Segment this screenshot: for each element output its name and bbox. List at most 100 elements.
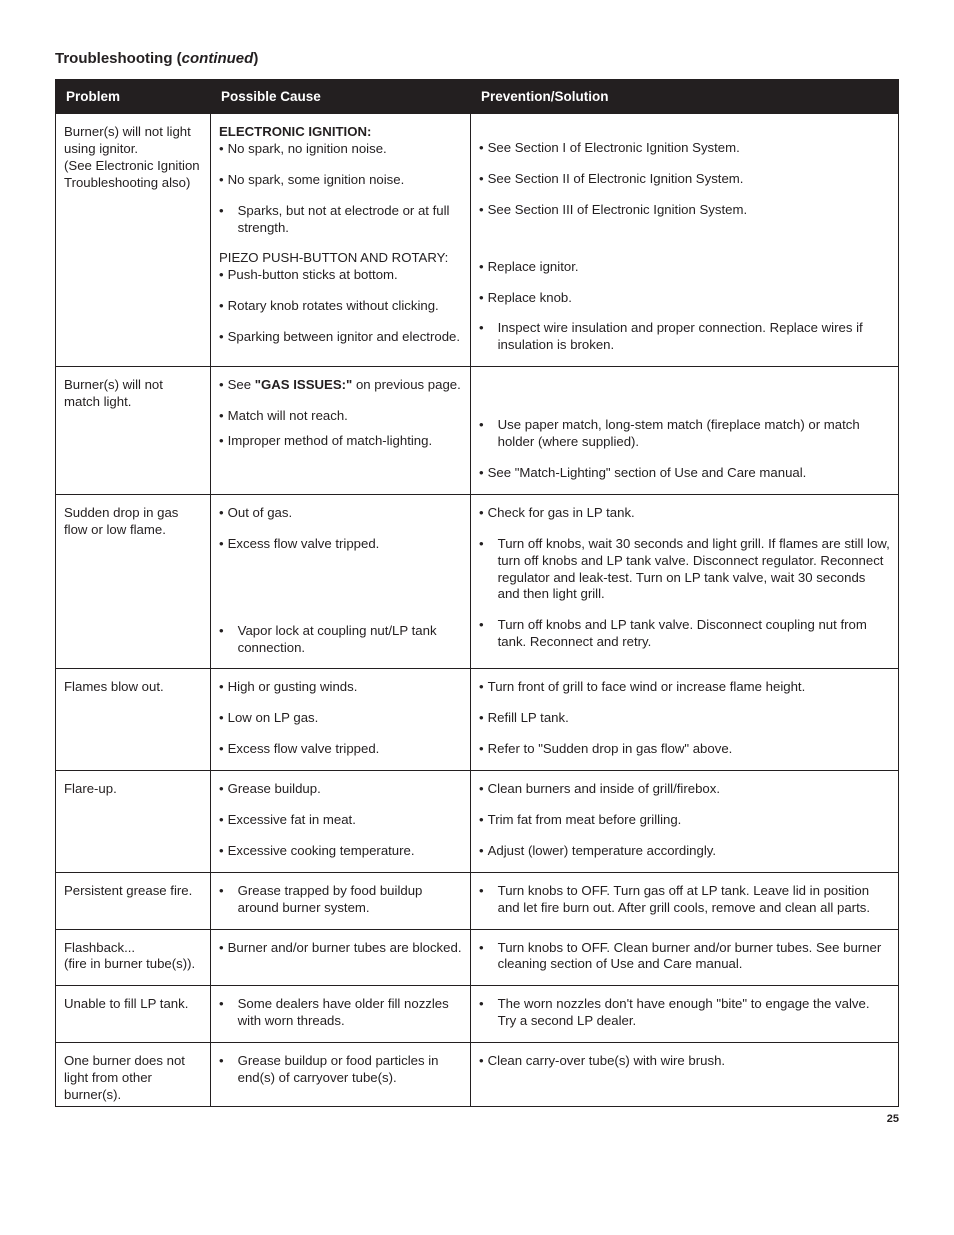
bullet-item: •Trim fat from meat before grilling.	[479, 812, 890, 829]
table-row: Flare-up.•Grease buildup.•Excessive fat …	[56, 771, 899, 873]
table-row: One burner does not light from other bur…	[56, 1043, 899, 1107]
bullet-dot: •	[479, 1053, 488, 1070]
bullet-dot: •	[479, 465, 488, 482]
bullet-dot: •	[219, 741, 228, 758]
bullet-item: •Rotary knob rotates without clicking.	[219, 298, 462, 315]
bullet-text: Refill LP tank.	[488, 710, 890, 727]
bullet-item: •Excessive cooking temperature.	[219, 843, 462, 860]
bullet-dot: •	[479, 171, 488, 188]
bullet-item: •Sparks, but not at electrode or at full…	[219, 203, 462, 237]
bullet-dot: •	[479, 417, 488, 434]
title-suffix: )	[253, 50, 258, 67]
problem-line: Flames blow out.	[64, 679, 202, 696]
bullet-dot: •	[479, 996, 488, 1013]
bullet-text: Use paper match, long-stem match (firepl…	[488, 417, 890, 451]
bullet-item: •Improper method of match-lighting.	[219, 433, 462, 450]
cell-problem: Burner(s) will not light using ignitor.(…	[56, 114, 211, 367]
problem-line: Flare-up.	[64, 781, 202, 798]
problem-line: Sudden drop in gas flow or low flame.	[64, 505, 202, 539]
bullet-text: Inspect wire insulation and proper conne…	[488, 320, 890, 354]
bullet-dot: •	[479, 617, 488, 634]
bullet-dot: •	[479, 536, 488, 553]
header-solution: Prevention/Solution	[471, 80, 899, 114]
bullet-text: Grease buildup.	[228, 781, 462, 798]
cell-solution: •Clean carry-over tube(s) with wire brus…	[471, 1043, 899, 1107]
cell-cause: •Some dealers have older fill nozzles wi…	[211, 986, 471, 1043]
bullet-text: Clean carry-over tube(s) with wire brush…	[488, 1053, 890, 1070]
cell-problem: Flames blow out.	[56, 669, 211, 771]
cell-problem: One burner does not light from other bur…	[56, 1043, 211, 1107]
bullet-item: •Burner and/or burner tubes are blocked.	[219, 940, 462, 957]
bullet-item: •Grease trapped by food buildup around b…	[219, 883, 462, 917]
bullet-item: •Clean carry-over tube(s) with wire brus…	[479, 1053, 890, 1070]
bullet-text: Match will not reach.	[228, 408, 462, 425]
problem-line: Burner(s) will not light using ignitor.	[64, 124, 202, 158]
bullet-dot: •	[219, 812, 228, 829]
bullet-text: Excess flow valve tripped.	[228, 536, 462, 553]
bullet-item: •Grease buildup or food particles in end…	[219, 1053, 462, 1087]
title-italic: continued	[182, 50, 254, 67]
bullet-dot: •	[219, 433, 228, 450]
bullet-item: •Low on LP gas.	[219, 710, 462, 727]
cell-cause: •High or gusting winds.•Low on LP gas.•E…	[211, 669, 471, 771]
bullet-item: •Check for gas in LP tank.	[479, 505, 890, 522]
problem-line: (fire in burner tube(s)).	[64, 956, 202, 973]
bullet-dot: •	[219, 298, 228, 315]
bullet-text: Replace ignitor.	[488, 259, 890, 276]
cell-cause: •See "GAS ISSUES:" on previous page.•Mat…	[211, 367, 471, 495]
bullet-dot: •	[219, 883, 228, 900]
bullet-text: Rotary knob rotates without clicking.	[228, 298, 462, 315]
cell-solution: •The worn nozzles don't have enough "bit…	[471, 986, 899, 1043]
bullet-item: •Refill LP tank.	[479, 710, 890, 727]
bullet-text: Grease buildup or food particles in end(…	[228, 1053, 462, 1087]
bullet-item: •Inspect wire insulation and proper conn…	[479, 320, 890, 354]
bullet-dot: •	[479, 505, 488, 522]
bullet-item: •Excessive fat in meat.	[219, 812, 462, 829]
bullet-dot: •	[219, 377, 228, 394]
bullet-dot: •	[479, 883, 488, 900]
bullet-item: •No spark, no ignition noise.	[219, 141, 462, 158]
cell-solution: •Turn knobs to OFF. Turn gas off at LP t…	[471, 872, 899, 929]
cell-problem: Burner(s) will not match light.	[56, 367, 211, 495]
bullet-dot: •	[219, 623, 228, 640]
cell-cause: ELECTRONIC IGNITION:•No spark, no igniti…	[211, 114, 471, 367]
bullet-dot: •	[219, 843, 228, 860]
bullet-text: See Section III of Electronic Ignition S…	[488, 202, 890, 219]
page-title: Troubleshooting (continued)	[55, 50, 899, 67]
bullet-dot: •	[219, 408, 228, 425]
bullet-item: •Some dealers have older fill nozzles wi…	[219, 996, 462, 1030]
header-cause: Possible Cause	[211, 80, 471, 114]
bullet-text: Replace knob.	[488, 290, 890, 307]
bullet-text: See Section II of Electronic Ignition Sy…	[488, 171, 890, 188]
bullet-text: Adjust (lower) temperature accordingly.	[488, 843, 890, 860]
header-problem: Problem	[56, 80, 211, 114]
bullet-item: •Adjust (lower) temperature accordingly.	[479, 843, 890, 860]
cause-subheading: PIEZO PUSH-BUTTON AND ROTARY:	[219, 250, 462, 267]
bullet-dot: •	[219, 996, 228, 1013]
bullet-dot: •	[479, 710, 488, 727]
bullet-text: High or gusting winds.	[228, 679, 462, 696]
bullet-dot: •	[219, 203, 228, 220]
bullet-dot: •	[219, 940, 228, 957]
bullet-text: No spark, some ignition noise.	[228, 172, 462, 189]
cell-cause: •Out of gas.•Excess flow valve tripped.•…	[211, 494, 471, 669]
bullet-text: No spark, no ignition noise.	[228, 141, 462, 158]
bullet-dot: •	[479, 812, 488, 829]
bullet-dot: •	[479, 320, 488, 337]
bullet-text: Sparks, but not at electrode or at full …	[228, 203, 462, 237]
cell-cause: •Grease buildup or food particles in end…	[211, 1043, 471, 1107]
bullet-dot: •	[219, 505, 228, 522]
bullet-dot: •	[219, 267, 228, 284]
bullet-dot: •	[219, 329, 228, 346]
bullet-text: Low on LP gas.	[228, 710, 462, 727]
bullet-item: •Replace ignitor.	[479, 259, 890, 276]
bullet-item: •See "Match-Lighting" section of Use and…	[479, 465, 890, 482]
bullet-dot: •	[479, 290, 488, 307]
bullet-item: •See Section III of Electronic Ignition …	[479, 202, 890, 219]
bullet-text: Trim fat from meat before grilling.	[488, 812, 890, 829]
bullet-dot: •	[479, 741, 488, 758]
bullet-dot: •	[219, 141, 228, 158]
bullet-item: •Excess flow valve tripped.	[219, 536, 462, 553]
problem-line: (See Electronic Ignition Troubleshooting…	[64, 158, 202, 192]
bullet-text: See Section I of Electronic Ignition Sys…	[488, 140, 890, 157]
